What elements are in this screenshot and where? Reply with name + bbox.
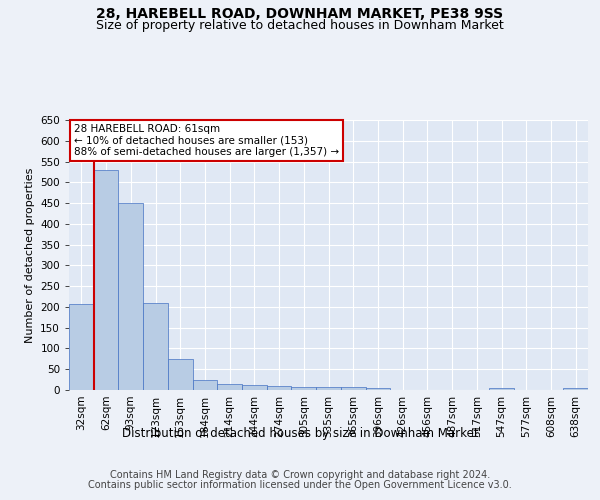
Bar bbox=[217, 384, 242, 390]
Bar bbox=[69, 304, 94, 390]
Bar bbox=[489, 388, 514, 390]
Bar bbox=[316, 387, 341, 390]
Text: 28 HAREBELL ROAD: 61sqm
← 10% of detached houses are smaller (153)
88% of semi-d: 28 HAREBELL ROAD: 61sqm ← 10% of detache… bbox=[74, 124, 340, 157]
Bar bbox=[267, 386, 292, 390]
Text: Contains HM Land Registry data © Crown copyright and database right 2024.: Contains HM Land Registry data © Crown c… bbox=[110, 470, 490, 480]
Bar bbox=[341, 387, 365, 390]
Bar bbox=[94, 170, 118, 390]
Bar bbox=[365, 388, 390, 390]
Text: Distribution of detached houses by size in Downham Market: Distribution of detached houses by size … bbox=[122, 428, 478, 440]
Bar bbox=[563, 388, 588, 390]
Text: 28, HAREBELL ROAD, DOWNHAM MARKET, PE38 9SS: 28, HAREBELL ROAD, DOWNHAM MARKET, PE38 … bbox=[97, 8, 503, 22]
Bar bbox=[118, 203, 143, 390]
Text: Contains public sector information licensed under the Open Government Licence v3: Contains public sector information licen… bbox=[88, 480, 512, 490]
Bar bbox=[242, 384, 267, 390]
Bar bbox=[292, 386, 316, 390]
Bar bbox=[193, 380, 217, 390]
Text: Size of property relative to detached houses in Downham Market: Size of property relative to detached ho… bbox=[96, 18, 504, 32]
Bar bbox=[168, 359, 193, 390]
Bar bbox=[143, 303, 168, 390]
Y-axis label: Number of detached properties: Number of detached properties bbox=[25, 168, 35, 342]
